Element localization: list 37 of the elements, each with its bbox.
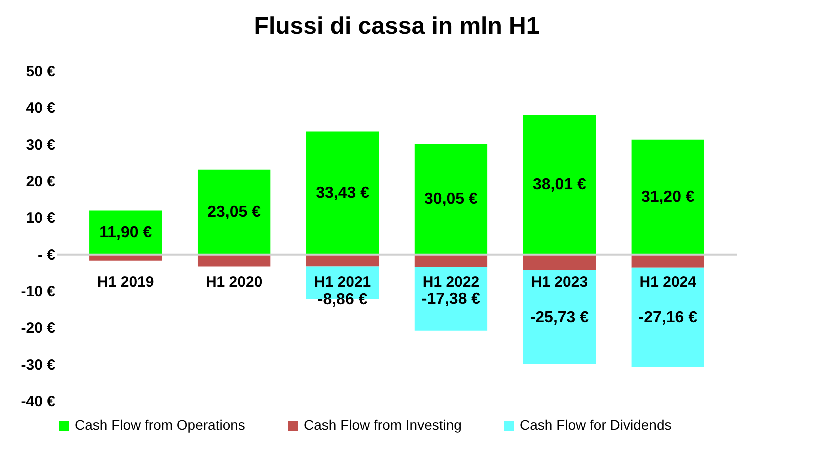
- y-tick-label: 50 €: [26, 64, 56, 80]
- x-tick-label: H1 2019: [98, 274, 154, 291]
- legend-label: Cash Flow from Operations: [75, 417, 246, 433]
- data-label: -17,38 €: [422, 291, 481, 308]
- data-label: 30,05 €: [424, 191, 478, 208]
- x-tick-label: H1 2024: [640, 274, 698, 291]
- y-tick-label: 30 €: [26, 136, 56, 154]
- data-label: 23,05 €: [208, 204, 262, 222]
- bar: [523, 270, 596, 364]
- y-tick-label: 20 €: [26, 174, 56, 190]
- data-label: -27,16 €: [638, 310, 698, 327]
- bar: [306, 132, 380, 254]
- bar: [90, 210, 162, 254]
- data-label: 38,01 €: [532, 176, 586, 194]
- bar: [632, 140, 704, 254]
- chart-title: Flussi di cassa in mln H1: [254, 13, 540, 40]
- data-label: 33,43 €: [316, 185, 370, 202]
- legend-label: Cash Flow for Dividends: [520, 417, 672, 433]
- y-tick-label: - €: [38, 246, 56, 264]
- legend-label: Cash Flow from Investing: [304, 417, 462, 433]
- x-tick-label: H1 2020: [206, 274, 263, 291]
- data-label: -25,73 €: [530, 309, 590, 326]
- x-tick-label: H1 2023: [531, 274, 588, 291]
- x-tick-label: H1 2022: [422, 274, 480, 291]
- y-tick-label: 40 €: [26, 100, 56, 118]
- y-tick-label: -40 €: [21, 394, 56, 410]
- x-tick-label: H1 2021: [314, 274, 372, 291]
- y-tick-label: 10 €: [26, 210, 56, 228]
- data-label: 11,90 €: [100, 224, 152, 242]
- y-tick-label: -10 €: [21, 284, 56, 300]
- bar: [523, 114, 596, 254]
- data-label: 31,20 €: [641, 189, 695, 206]
- bar: [198, 170, 271, 254]
- y-tick-label: -20 €: [21, 320, 56, 338]
- bar: [632, 268, 704, 368]
- bar: [414, 144, 488, 254]
- y-tick-label: -30 €: [21, 356, 56, 374]
